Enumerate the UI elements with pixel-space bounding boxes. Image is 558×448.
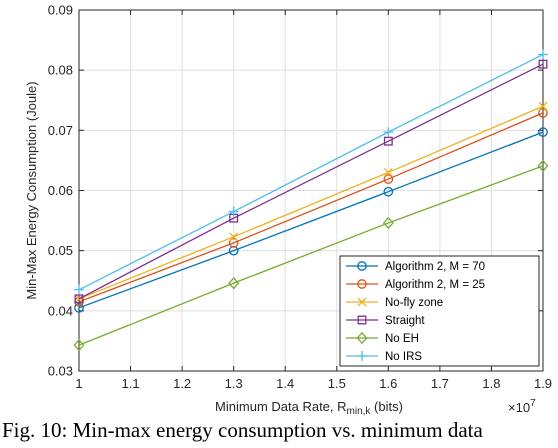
data-point xyxy=(383,186,394,197)
data-point xyxy=(228,276,240,290)
series-3 xyxy=(74,59,548,304)
y-tick-label: 0.07 xyxy=(48,123,73,138)
legend: Algorithm 2, M = 70 Algorithm 2, M = 25 No… xyxy=(339,255,540,367)
data-point xyxy=(383,136,393,146)
data-point xyxy=(538,108,548,118)
data-point xyxy=(538,59,548,69)
y-tick-label: 0.08 xyxy=(48,63,73,78)
data-point xyxy=(228,237,239,248)
y-tick-label: 0.05 xyxy=(48,243,73,258)
legend-marker xyxy=(357,315,367,325)
series-line xyxy=(78,105,544,300)
series-2 xyxy=(74,101,548,304)
data-point xyxy=(537,159,549,173)
series-line xyxy=(78,165,544,346)
data-point xyxy=(383,174,394,184)
series-line xyxy=(78,53,544,291)
y-tick-label: 0.04 xyxy=(48,303,73,318)
data-point xyxy=(74,284,84,295)
legend-label: Algorithm 2, M = 70 xyxy=(385,261,485,273)
x-tick-label: 1.3 xyxy=(225,376,243,391)
x-tick-label: 1.2 xyxy=(173,376,191,391)
data-point xyxy=(74,302,84,313)
data-point xyxy=(228,206,239,217)
legend-label: No-fly zone xyxy=(385,297,443,309)
series-0 xyxy=(74,127,548,313)
legend-label: Straight xyxy=(385,315,425,327)
series-line xyxy=(78,112,544,303)
series-line xyxy=(78,131,544,309)
x-tick-label: 1.7 xyxy=(431,376,449,391)
x-axis-title: Minimum Data Rate, Rmin,k (bits) xyxy=(215,399,403,417)
x-tick-label: 1.6 xyxy=(379,376,397,391)
series-4 xyxy=(73,159,549,352)
x-tick-label: 1 xyxy=(75,376,82,391)
data-point xyxy=(383,167,393,177)
data-point xyxy=(538,101,548,111)
y-tick-label: 0.03 xyxy=(48,364,73,379)
series-line xyxy=(78,63,544,300)
y-tick-label: 0.06 xyxy=(48,183,73,198)
legend-marker xyxy=(356,331,368,345)
legend-marker xyxy=(357,261,367,271)
x-tick-label: 1.9 xyxy=(534,376,552,391)
figure-caption: Fig. 10: Min-max energy consumption vs. … xyxy=(2,418,483,442)
data-point xyxy=(73,338,85,352)
data-point xyxy=(538,49,548,60)
legend-label: Algorithm 2, M = 25 xyxy=(385,279,485,291)
data-point xyxy=(74,294,84,304)
chart: 1 1.1 1.2 1.3 1.4 1.5 1.6 1.7 1.8 1.9 0.03 0.04 0.05… xyxy=(24,3,552,418)
data-point xyxy=(538,127,548,137)
legend-marker xyxy=(357,279,367,289)
legend-marker xyxy=(357,351,367,361)
x-tick-label: 1.1 xyxy=(122,376,140,391)
legend-box xyxy=(339,255,540,367)
y-axis-title: Min-Max Energy Consumption (Joule) xyxy=(24,81,39,299)
series-5 xyxy=(74,49,548,295)
x-axis-multiplier: ×107 xyxy=(508,398,536,415)
x-tick-label: 1.8 xyxy=(482,376,500,391)
legend-label: No IRS xyxy=(385,351,422,363)
x-tick-label: 1.4 xyxy=(276,376,294,391)
legend-label: No EH xyxy=(385,333,419,345)
x-tick-label: 1.5 xyxy=(328,376,346,391)
data-point xyxy=(229,232,239,242)
data-point xyxy=(382,216,394,230)
y-tick-label: 0.09 xyxy=(48,3,73,18)
legend-marker xyxy=(357,297,367,307)
data-point xyxy=(383,127,394,138)
